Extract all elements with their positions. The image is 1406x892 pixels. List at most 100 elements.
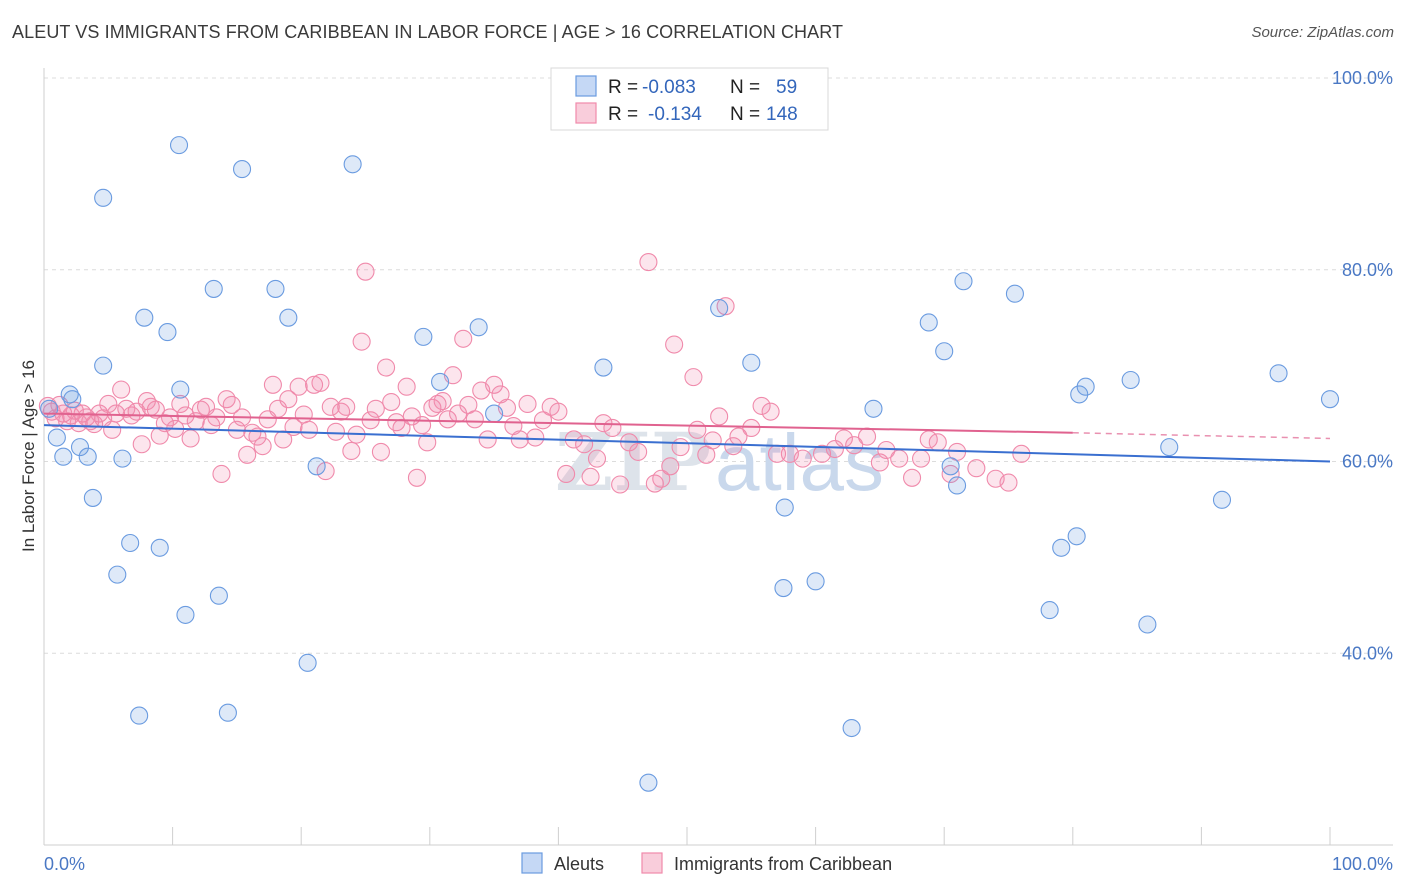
aleut-point-23 [232,160,252,179]
caribbean-point-114 [665,335,684,354]
caribbean-point-18 [112,380,131,399]
legend-box [550,67,829,131]
caribbean-point-62 [337,397,356,416]
legend-n-value-1: 59 [776,77,797,98]
caribbean-point-129 [793,449,812,468]
caribbean-point-141 [928,433,947,452]
trend-lines [43,412,1331,463]
watermark-zip: ZIP [555,415,711,509]
aleut-point-40 [842,718,861,738]
aleut-point-51 [1070,385,1089,404]
aleut-point-42 [919,313,938,332]
caribbean-point-137 [890,449,909,468]
caribbean-point-99 [549,402,568,421]
aleut-point-11 [113,449,132,468]
caribbean-point-122 [724,437,743,456]
caribbean-point-39 [217,390,236,409]
aleut-point-56 [1212,490,1232,509]
caribbean-point-12 [85,415,104,434]
aleut-point-1 [47,428,66,447]
caribbean-point-51 [279,390,298,409]
aleut-point-20 [204,279,223,298]
aleut-point-31 [469,318,488,337]
caribbean-point-76 [407,468,426,487]
aleut-point-39 [806,572,825,591]
y-axis-label: In Labor Force | Age > 16 [19,360,38,552]
aleut-point-4 [63,390,82,409]
aleut-point-52 [1076,377,1095,396]
caribbean-point-58 [316,462,335,481]
legend-r-value-2: -0.134 [648,104,702,125]
caribbean-point-95 [518,394,537,414]
caribbean-points [38,253,1031,494]
aleut-point-26 [298,653,317,672]
caribbean-point-70 [377,358,396,377]
aleut-point-37 [774,579,793,598]
caribbean-point-89 [478,430,497,449]
aleut-point-5 [70,438,90,457]
caribbean-point-61 [332,402,351,421]
aleut-point-2 [54,447,73,466]
aleut-point-57 [1269,364,1288,383]
aleut-point-41 [864,399,883,418]
caribbean-point-103 [581,467,600,486]
legend-r-label-1: R = [608,77,638,98]
caribbean-point-16 [103,420,122,439]
aleut-point-49 [1052,538,1071,557]
legend-r-value-1: -0.083 [642,77,696,98]
watermark-atlas: atlas [715,418,884,507]
caribbean-point-17 [106,404,126,423]
caribbean-point-45 [248,427,267,446]
caribbean-point-28 [160,408,180,427]
caribbean-point-133 [845,436,864,455]
x-tick-labels: 0.0% 100.0% [44,854,1393,874]
caribbean-point-124 [742,418,761,437]
series-swatch-aleuts [521,852,543,874]
caribbean-point-15 [99,394,118,414]
caribbean-point-104 [587,449,607,468]
legend-r-label-2: R = [608,104,638,125]
aleut-point-54 [1138,615,1157,634]
caribbean-point-56 [305,375,324,394]
caribbean-point-121 [716,297,735,316]
caribbean-point-46 [253,437,272,456]
caribbean-point-63 [342,441,361,461]
caribbean-point-60 [326,422,345,441]
aleut-point-15 [150,538,169,557]
caribbean-point-77 [413,416,432,435]
caribbean-point-71 [382,393,401,412]
axes [43,68,1393,846]
y-tick-label-0: 40.0% [1342,643,1393,663]
y-tick-label-1: 60.0% [1342,452,1393,472]
caribbean-point-107 [611,475,630,494]
caribbean-point-125 [752,396,771,415]
aleut-point-18 [171,380,190,399]
aleut-point-53 [1121,370,1140,390]
caribbean-point-74 [397,377,416,396]
caribbean-point-65 [352,332,371,351]
aleut-point-45 [948,476,967,495]
caribbean-point-68 [366,399,385,418]
aleut-point-34 [639,773,658,792]
caribbean-point-116 [684,368,703,387]
caribbean-point-85 [454,329,473,348]
caribbean-point-100 [557,464,576,484]
aleut-point-58 [1320,390,1340,409]
series-label-aleuts: Aleuts [554,854,604,874]
aleut-point-6 [78,447,97,466]
aleut-point-38 [775,498,794,517]
caribbean-point-138 [902,468,922,487]
y-tick-label-2: 80.0% [1342,260,1393,280]
aleut-point-16 [158,323,177,342]
series-legend: Aleuts Immigrants from Caribbean [521,852,892,874]
caribbean-point-81 [433,392,452,411]
aleut-point-29 [414,327,433,346]
aleut-point-19 [176,605,195,624]
caribbean-point-97 [533,411,553,430]
caribbean-point-110 [639,253,658,272]
caribbean-point-119 [703,431,722,450]
aleut-point-32 [485,404,504,423]
aleut-point-7 [83,488,102,507]
aleut-point-55 [1160,438,1179,457]
